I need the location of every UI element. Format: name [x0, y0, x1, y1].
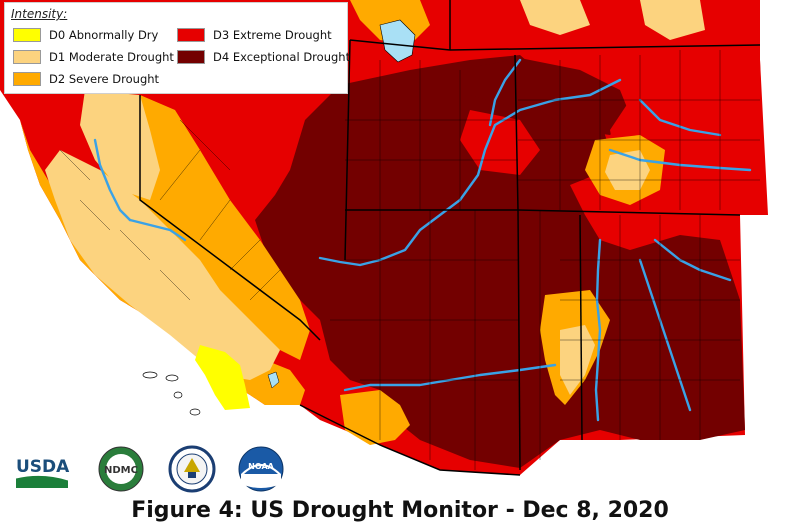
green-river	[488, 58, 522, 127]
region-d4-north	[460, 58, 630, 135]
channel-islands	[142, 371, 201, 416]
region-d1-california	[45, 150, 280, 380]
nm-tx-border	[579, 214, 583, 441]
legend-swatch-d3	[177, 28, 205, 42]
county-boundaries	[59, 50, 760, 470]
south-platte-river	[638, 98, 722, 137]
legend: Intensity: D0 Abnormally Dry D1 Moderate…	[4, 2, 350, 94]
usda-logo: USDA	[15, 457, 70, 488]
region-d1-top-right	[640, 0, 705, 40]
region-d1-newmexico	[560, 325, 595, 395]
usda-logo-text: USDA	[16, 457, 70, 477]
rio-grande	[594, 238, 602, 422]
region-d3-utah	[460, 110, 540, 175]
ut-co-border	[514, 54, 519, 211]
pecos-river	[638, 258, 692, 412]
legend-swatch-d2	[13, 72, 41, 86]
ca-nv-border	[139, 95, 321, 341]
az-nm-border	[517, 209, 521, 471]
legend-item-d3: D3 Extreme Drought	[177, 27, 332, 43]
region-d1-top	[520, 0, 590, 35]
canadian-river	[653, 238, 732, 282]
legend-swatch-d1	[13, 50, 41, 64]
legend-swatch-d0	[13, 28, 41, 42]
az-mexico-border	[299, 404, 521, 476]
legend-label-d4: D4 Exceptional Drought	[213, 50, 351, 64]
nv-ut-border	[344, 39, 351, 261]
wy-co-border	[449, 44, 761, 51]
region-d4-core	[255, 55, 745, 468]
legend-swatch-d4	[177, 50, 205, 64]
figure-caption: Figure 4: US Drought Monitor - Dec 8, 20…	[131, 498, 669, 523]
sacramento-river	[93, 138, 132, 222]
co-nm-border	[517, 209, 741, 216]
legend-label-d2: D2 Severe Drought	[49, 72, 160, 86]
region-d2-arizona	[340, 390, 410, 445]
legend-label-d1: D1 Moderate Drought	[49, 50, 174, 64]
gila-river	[343, 363, 557, 392]
legend-title: Intensity:	[11, 7, 68, 21]
id-ut-border	[349, 39, 451, 51]
noaa-logo: NOAA	[238, 446, 284, 492]
san-joaquin-river	[128, 218, 187, 242]
ndmc-logo-text: NDMC	[104, 465, 138, 476]
region-d0-coast	[195, 345, 250, 410]
legend-item-d4: D4 Exceptional Drought	[177, 49, 350, 65]
legend-item-d1: D1 Moderate Drought	[13, 49, 174, 65]
noaa-logo-text: NOAA	[248, 462, 274, 471]
logo-row: USDA NDMC NOAA	[8, 442, 308, 496]
legend-label-d0: D0 Abnormally Dry	[49, 28, 159, 42]
great-salt-lake	[379, 19, 416, 63]
legend-label-d3: D3 Extreme Drought	[213, 28, 332, 42]
salton-sea	[267, 371, 280, 389]
legend-item-d2: D2 Severe Drought	[13, 71, 159, 87]
legend-item-d0: D0 Abnormally Dry	[13, 27, 158, 43]
ndmc-logo: NDMC	[98, 446, 144, 492]
department-of-commerce-seal-icon	[168, 445, 216, 493]
state-boundaries	[139, 0, 761, 476]
